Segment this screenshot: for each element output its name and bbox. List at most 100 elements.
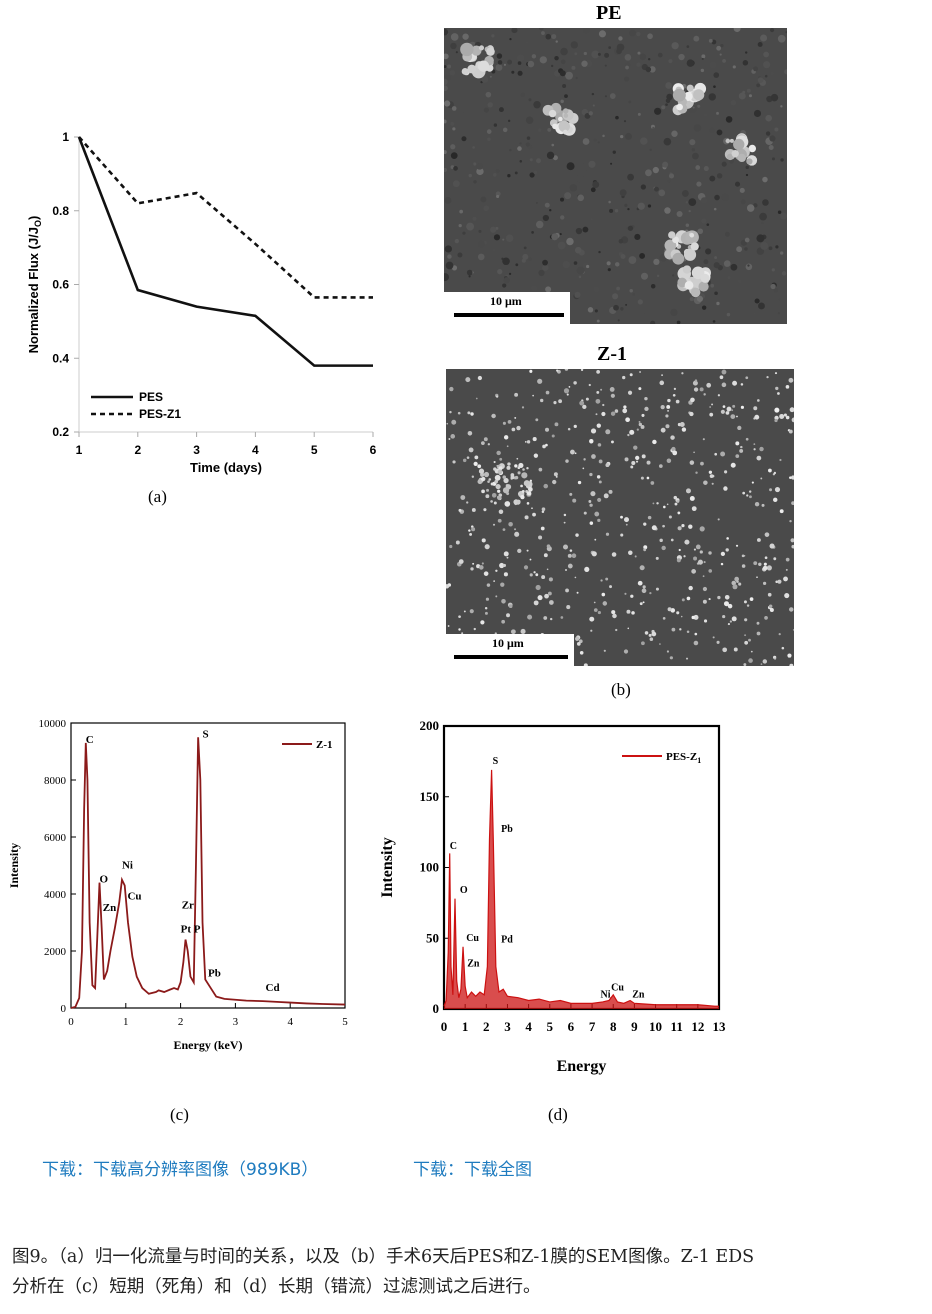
peak-label: Cu xyxy=(127,891,141,903)
sem-particle xyxy=(605,532,610,536)
sem-grain xyxy=(576,266,585,275)
sem-grain xyxy=(615,115,619,120)
sem-particle xyxy=(661,374,663,377)
sem-particle xyxy=(516,425,521,431)
peak-label: Pb xyxy=(208,968,221,980)
sem-grain xyxy=(765,131,771,136)
sem-grain xyxy=(759,212,767,221)
sem-grain xyxy=(502,238,505,241)
sem-particle xyxy=(788,429,793,434)
sem-grain xyxy=(665,82,672,89)
sem-particle xyxy=(639,565,645,571)
sem-particle xyxy=(734,576,739,582)
sem-particle xyxy=(762,565,768,571)
sem-particle xyxy=(575,636,580,641)
sem-particle xyxy=(703,619,708,623)
sem-grain xyxy=(709,127,715,133)
x-tick-label: 0 xyxy=(441,1019,448,1034)
sem-grain xyxy=(618,36,623,41)
sem-particle xyxy=(574,452,577,455)
sem-particle xyxy=(593,601,596,604)
sem-particle xyxy=(491,413,496,419)
sem-particle xyxy=(524,515,529,520)
sem-particle xyxy=(568,385,571,388)
sem-particle xyxy=(477,60,490,72)
sem-particle xyxy=(691,615,695,620)
sem-particle xyxy=(583,458,586,461)
sem-particle xyxy=(631,611,635,615)
peak-label: O xyxy=(460,885,468,896)
sem-particle xyxy=(447,625,450,627)
sem-particle xyxy=(481,538,486,543)
sem-grain xyxy=(461,136,467,142)
sem-image-z1: 10 μm xyxy=(446,369,794,666)
sem-grain xyxy=(703,112,708,117)
sem-grain xyxy=(507,174,511,178)
sem-grain xyxy=(541,44,548,51)
sem-grain xyxy=(676,210,683,218)
sem-grain xyxy=(780,158,784,162)
sem-grain xyxy=(709,61,717,69)
sem-grain xyxy=(526,136,531,140)
sem-particle xyxy=(622,375,626,380)
sem-particle xyxy=(741,554,745,558)
sem-grain xyxy=(502,283,507,288)
sem-particle xyxy=(684,280,694,290)
sem-particle xyxy=(639,602,643,606)
sem-particle xyxy=(722,647,728,653)
sem-particle xyxy=(688,524,693,529)
sem-particle xyxy=(753,448,756,451)
sem-particle xyxy=(563,113,569,118)
sem-particle xyxy=(668,231,676,239)
sem-particle xyxy=(641,641,645,646)
y-tick-label: 6000 xyxy=(44,832,67,844)
sem-particle xyxy=(789,519,792,523)
sem-particle xyxy=(535,418,539,422)
sem-particle xyxy=(450,434,456,439)
sem-grain xyxy=(508,272,512,276)
sem-particle xyxy=(461,632,464,635)
sem-particle xyxy=(627,627,630,630)
sem-particle xyxy=(647,515,652,520)
sem-particle xyxy=(668,515,672,519)
sem-particle xyxy=(492,523,496,526)
download-hires-link[interactable]: 下载：下载高分辨率图像（989KB） xyxy=(42,1160,319,1180)
sem-particle xyxy=(641,454,646,459)
sem-grain xyxy=(544,202,550,208)
x-tick-label: 11 xyxy=(671,1019,683,1034)
x-tick-label: 5 xyxy=(547,1019,554,1034)
sem-particle xyxy=(576,642,581,646)
sem-particle xyxy=(571,553,577,558)
sem-particle xyxy=(573,424,577,428)
sem-particle xyxy=(693,640,699,646)
sem-particle xyxy=(681,427,687,432)
sem-grain xyxy=(645,66,652,73)
sem-grain xyxy=(491,34,495,38)
sem-grain xyxy=(762,199,769,206)
sem-particle xyxy=(585,397,589,401)
sem-particle xyxy=(727,623,730,626)
sem-particle xyxy=(532,437,537,442)
sem-grain xyxy=(745,178,749,182)
sem-grain xyxy=(713,262,720,269)
sem-particle xyxy=(608,489,613,494)
sem-particle xyxy=(670,608,676,613)
sem-particle xyxy=(649,637,654,641)
download-full-link[interactable]: 下载：下载全图 xyxy=(413,1160,532,1180)
sem-particle xyxy=(689,232,695,238)
sem-particle xyxy=(690,242,699,251)
sem-grain xyxy=(620,254,626,260)
sem-particle xyxy=(744,640,749,645)
sem-cluster xyxy=(523,480,530,487)
sem-grain xyxy=(539,56,547,64)
sem-particle xyxy=(485,597,490,601)
sem-particle xyxy=(699,526,705,532)
sem-particle xyxy=(754,502,760,507)
scale-bar-box: 10 μm xyxy=(444,292,570,324)
x-tick-label: 2 xyxy=(483,1019,490,1034)
sem-particle xyxy=(641,588,647,594)
sem-grain xyxy=(483,107,489,113)
sem-particle xyxy=(785,415,790,420)
sem-particle xyxy=(574,576,577,579)
sem-grain xyxy=(517,146,522,151)
